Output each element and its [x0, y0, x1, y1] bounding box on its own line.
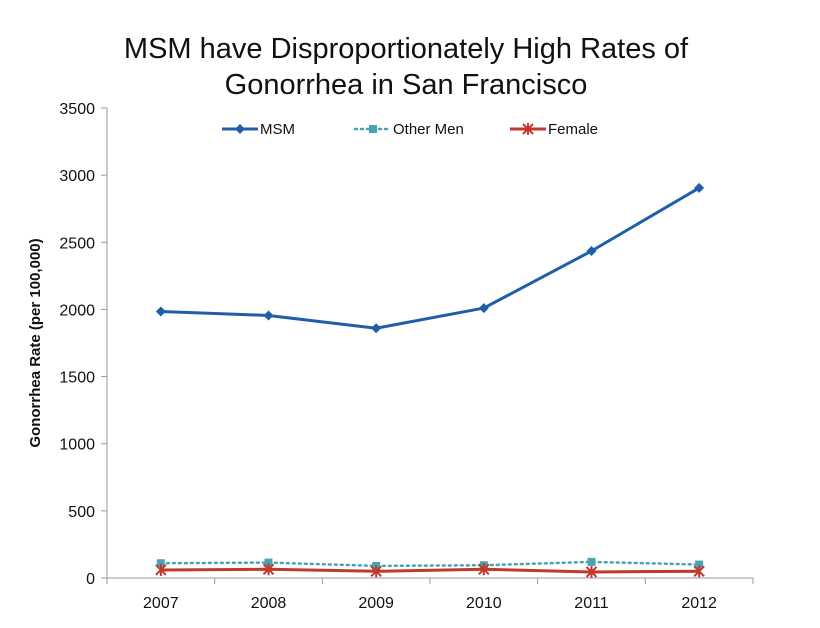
y-tick-label: 3500	[59, 101, 95, 118]
legend-item-other-men: Other Men	[353, 121, 464, 138]
y-tick-label: 1000	[59, 437, 95, 454]
series-line-msm	[160, 186, 700, 330]
data-point-female	[585, 565, 598, 578]
data-point-msm	[586, 246, 597, 257]
data-point-other-men	[695, 560, 704, 569]
y-axis-label: Gonorrhea Rate (per 100,000)	[27, 238, 44, 447]
x-tick-label: 2009	[358, 595, 394, 612]
data-point-msm	[263, 310, 274, 321]
x-tick-label: 2008	[251, 595, 287, 612]
data-point-female	[155, 563, 167, 576]
legend-marker	[235, 124, 245, 134]
legend-item-msm: MSM	[222, 121, 295, 138]
data-point-msm	[478, 303, 489, 314]
x-tick-label: 2010	[466, 595, 502, 612]
x-tick-label: 2011	[574, 595, 609, 612]
data-point-other-men	[264, 558, 273, 567]
data-point-msm	[155, 306, 166, 317]
legend-label: Female	[548, 121, 598, 138]
legend-label: Other Men	[393, 121, 464, 138]
y-ticks: 0 500 1000 1500 2000 2500 3000 3500	[59, 101, 107, 588]
data-point-msm	[694, 182, 705, 193]
legend: MSM Other Men Female	[222, 121, 598, 138]
series-female	[155, 563, 705, 578]
x-ticks: 2007 2008 2009 2010 2011 2012	[106, 578, 754, 612]
chart-title-line-1: MSM have Disproportionately High Rates o…	[124, 33, 689, 65]
y-tick-label: 2500	[59, 235, 95, 252]
chart-title-line-2: Gonorrhea in San Francisco	[225, 69, 588, 101]
data-point-msm	[371, 323, 382, 334]
series-line-other-men	[159, 560, 701, 568]
legend-marker	[369, 125, 377, 133]
data-point-female	[370, 565, 382, 578]
legend-label: MSM	[260, 121, 295, 138]
data-point-other-men	[156, 559, 165, 568]
legend-item-female: Female	[510, 121, 598, 138]
data-point-female	[262, 563, 275, 576]
y-tick-label: 1500	[59, 370, 95, 387]
data-point-female	[478, 563, 490, 576]
y-tick-label: 0	[86, 571, 95, 588]
x-tick-label: 2007	[143, 595, 179, 612]
series-msm	[155, 182, 705, 334]
legend-marker	[522, 123, 534, 135]
y-tick-label: 3000	[59, 168, 95, 185]
data-point-other-men	[587, 557, 596, 566]
x-tick-label: 2012	[681, 595, 717, 612]
y-tick-label: 500	[68, 504, 95, 521]
series-layer	[155, 182, 705, 578]
data-point-female	[693, 565, 705, 578]
y-tick-label: 2000	[59, 302, 95, 319]
series-line-female	[160, 567, 700, 574]
